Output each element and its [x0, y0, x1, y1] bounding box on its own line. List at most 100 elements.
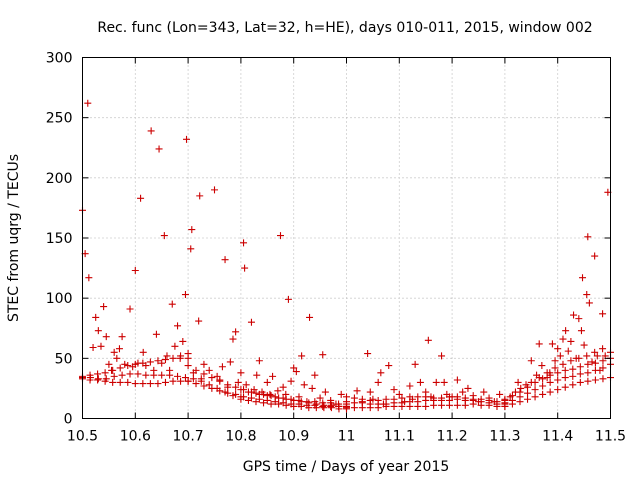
data-point: [546, 378, 554, 386]
data-point: [459, 388, 467, 396]
data-point: [146, 358, 154, 366]
data-point: [158, 371, 166, 379]
data-point: [461, 394, 469, 402]
data-point: [570, 311, 578, 319]
data-point: [232, 383, 240, 391]
data-point: [539, 375, 547, 383]
data-point: [155, 145, 163, 153]
data-point: [287, 377, 295, 385]
data-point: [113, 354, 121, 362]
data-point: [320, 404, 328, 412]
data-point: [501, 395, 509, 403]
data-point: [311, 371, 319, 379]
data-point: [561, 366, 569, 374]
data-point: [583, 291, 591, 299]
data-point: [188, 226, 196, 234]
data-point: [567, 337, 575, 345]
data-point: [94, 375, 102, 383]
data-point: [160, 232, 168, 240]
data-point: [284, 295, 292, 303]
data-point: [577, 327, 585, 335]
data-point: [584, 369, 592, 377]
data-point: [535, 374, 543, 382]
data-point: [327, 404, 335, 412]
data-point: [374, 378, 382, 386]
data-point: [556, 352, 564, 360]
data-point: [453, 376, 461, 384]
data-point: [390, 395, 398, 403]
data-point: [277, 232, 284, 240]
y-tick-label: 300: [46, 51, 73, 67]
data-point: [124, 362, 132, 370]
data-point: [131, 266, 139, 274]
y-tick-label: 50: [55, 351, 73, 367]
data-point: [118, 333, 126, 341]
data-point: [480, 388, 488, 396]
y-tick-label: 250: [46, 111, 73, 127]
data-point: [319, 351, 327, 359]
data-point: [89, 344, 97, 352]
data-point: [102, 333, 110, 341]
data-point: [200, 360, 208, 368]
data-point: [229, 335, 237, 343]
data-point: [508, 392, 516, 400]
data-point: [216, 387, 224, 395]
data-point: [115, 345, 123, 353]
axis-ticks: 10.5 10.6 10.7 10.8 10.9 11 11.1 11.2 11.3 11.4 11…: [46, 51, 626, 445]
data-point: [364, 350, 372, 358]
data-points: [79, 99, 614, 413]
data-point: [561, 383, 569, 391]
data-point: [200, 370, 208, 378]
data-point: [253, 371, 261, 379]
data-point: [591, 252, 599, 260]
data-point: [102, 375, 110, 383]
data-point: [232, 328, 240, 336]
data-point: [593, 352, 601, 360]
data-point: [453, 401, 461, 409]
data-point: [181, 374, 189, 382]
data-point: [260, 399, 268, 407]
data-point: [390, 386, 398, 394]
data-point: [514, 378, 522, 386]
data-point: [305, 404, 313, 412]
data-point: [300, 381, 308, 389]
data-point: [274, 387, 282, 395]
data-point: [588, 358, 596, 366]
data-point: [554, 376, 562, 384]
data-point: [226, 358, 234, 366]
data-point: [548, 340, 556, 348]
data-point: [252, 389, 260, 397]
data-point: [464, 384, 472, 392]
data-point: [158, 359, 166, 367]
data-point: [171, 342, 179, 350]
x-tick-label: 10.9: [278, 429, 309, 445]
data-point: [177, 352, 185, 360]
data-point: [116, 364, 124, 372]
data-point: [559, 335, 567, 343]
data-point: [493, 398, 501, 406]
data-point: [337, 390, 345, 398]
data-point: [94, 376, 102, 384]
data-point: [316, 394, 324, 402]
data-point: [559, 360, 567, 368]
data-point: [569, 365, 577, 373]
data-point: [174, 322, 182, 330]
data-point: [94, 370, 102, 378]
x-tick-label: 10.7: [173, 429, 204, 445]
data-point: [94, 327, 102, 335]
data-point: [282, 401, 290, 409]
data-point: [267, 392, 275, 400]
data-point: [169, 377, 177, 385]
data-point: [290, 396, 298, 404]
data-point: [147, 127, 155, 135]
data-point: [438, 352, 446, 360]
data-point: [126, 305, 134, 313]
data-point: [100, 303, 108, 311]
x-tick-label: 11.2: [437, 429, 468, 445]
data-point: [290, 402, 298, 410]
data-point: [187, 245, 195, 253]
data-point: [85, 274, 93, 282]
data-point: [438, 394, 446, 402]
data-point: [92, 313, 100, 321]
